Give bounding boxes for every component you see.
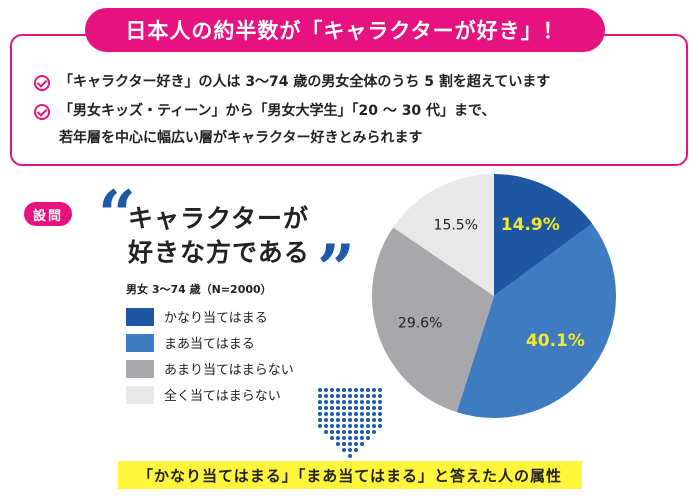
pie-slice: [456, 223, 616, 418]
bullet-item-1: 「キャラクター好き」の人は 3〜74 歳の男女全体のうち 5 割を超えています: [34, 74, 550, 95]
legend-item: まあ当てはまる: [126, 333, 255, 352]
legend-swatch: [126, 333, 154, 352]
headline: 日本人の約半数が「キャラクターが好き」！: [85, 8, 605, 52]
legend-swatch: [126, 307, 154, 326]
legend-label: あまり当てはまらない: [164, 363, 294, 378]
legend-item: 全く当てはまらない: [126, 385, 281, 404]
legend-swatch: [126, 385, 154, 404]
pie-slice: [494, 174, 593, 296]
footer-caption: 「かなり当てはまる」「まあ当てはまる」と答えた人の属性: [118, 461, 582, 489]
check-icon: [34, 104, 50, 120]
legend-label: 全く当てはまらない: [164, 389, 281, 404]
pie-slice: [372, 227, 494, 413]
pie-data-label: 29.6%: [398, 315, 442, 331]
bullet-text-2: 「男女キッズ・ティーン」から「男女大学生」「20 〜 30 代」まで、: [59, 103, 496, 119]
sample-note: 男女 3〜74 歳（N=2000）: [126, 283, 272, 296]
legend-item: あまり当てはまらない: [126, 359, 294, 378]
open-quote-icon: “: [98, 176, 136, 254]
pie-data-label: 14.9%: [501, 215, 560, 235]
bullet-text-3: 若年層を中心に幅広い層がキャラクター好きとみられます: [59, 130, 423, 146]
pie-slice: [393, 174, 494, 296]
legend-label: かなり当てはまる: [164, 311, 268, 326]
bullet-item-2: 「男女キッズ・ティーン」から「男女大学生」「20 〜 30 代」まで、: [34, 103, 496, 124]
close-quote-icon: ”: [317, 230, 355, 308]
pie-data-label: 40.1%: [526, 331, 585, 351]
question-line-2: 好きな方である: [128, 238, 310, 267]
down-arrow-icon: [318, 388, 382, 458]
pie-data-label: 15.5%: [434, 218, 478, 234]
legend-swatch: [126, 359, 154, 378]
legend-label: まあ当てはまる: [164, 337, 255, 352]
question-tag: 設問: [24, 202, 72, 226]
pie-chart: 14.9% 40.1% 29.6% 15.5%: [372, 174, 616, 418]
check-icon: [34, 75, 50, 91]
legend-item: かなり当てはまる: [126, 307, 268, 326]
bullet-text-1: 「キャラクター好き」の人は 3〜74 歳の男女全体のうち 5 割を超えています: [59, 74, 551, 90]
question-line-1: キャラクターが: [128, 204, 310, 233]
bullet-item-2-continued: 若年層を中心に幅広い層がキャラクター好きとみられます: [59, 130, 422, 151]
